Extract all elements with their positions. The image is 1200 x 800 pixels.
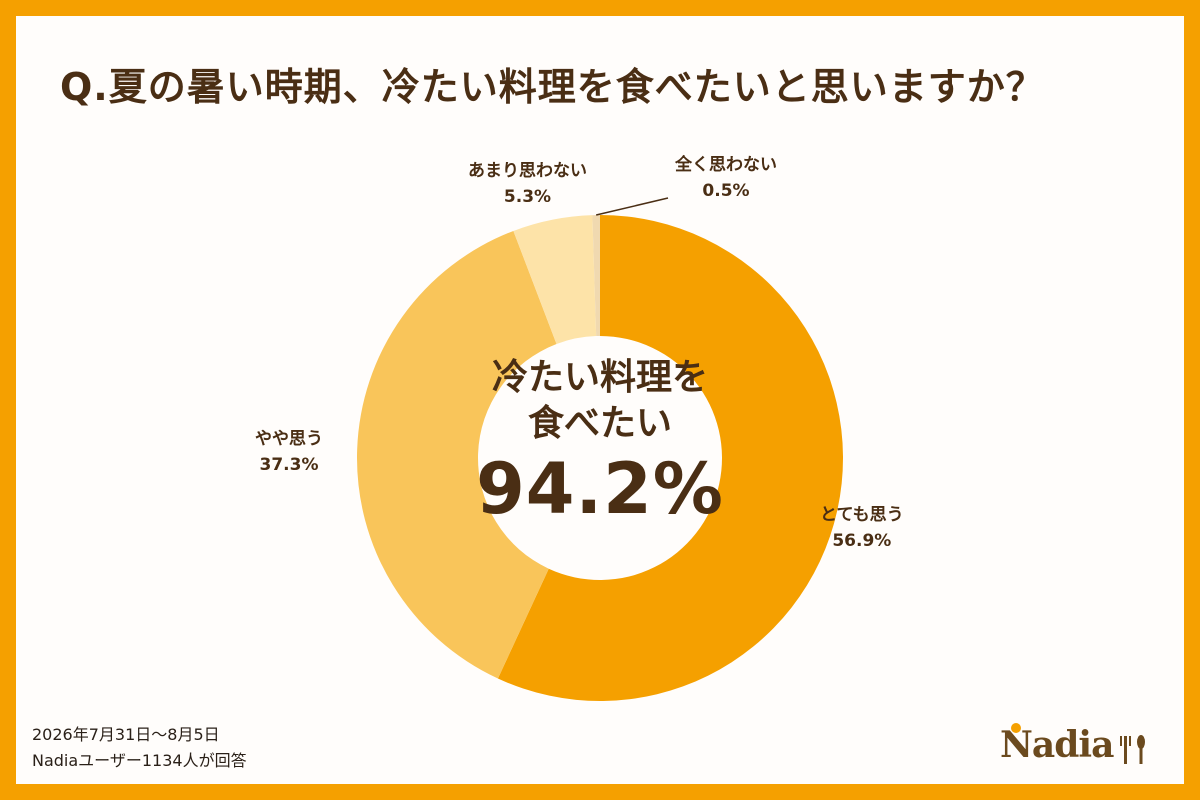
slice-label-somewhat: やや思う 37.3% <box>255 426 323 478</box>
logo-flower-icon <box>1011 723 1021 733</box>
slice-value: 56.9% <box>832 531 892 551</box>
slice-category: とても思う <box>820 505 904 525</box>
survey-respondents: Nadiaユーザー1134人が回答 <box>32 751 247 770</box>
center-line-1: 冷たい料理を <box>491 357 708 398</box>
nadia-logo: Nadia <box>1000 722 1150 772</box>
slice-category: 全く思わない <box>675 155 777 175</box>
slice-somewhat <box>357 230 557 679</box>
slice-very-much <box>497 215 843 701</box>
logo-utensils-icon <box>1011 723 1145 764</box>
slice-label-not-much: あまり思わない 5.3% <box>468 158 587 210</box>
slice-category: あまり思わない <box>468 161 587 181</box>
leader-line <box>596 197 669 216</box>
survey-footer: 2026年7月31日〜8月5日 Nadiaユーザー1134人が回答 <box>32 722 247 774</box>
center-summary: 冷たい料理を 食べたい 94.2% <box>440 355 760 531</box>
slice-not-at-all <box>592 215 600 337</box>
slice-value: 37.3% <box>259 455 319 475</box>
center-percentage: 94.2% <box>476 448 724 530</box>
center-line-2: 食べたい <box>527 403 672 444</box>
slice-value: 5.3% <box>503 187 552 207</box>
slice-category: やや思う <box>255 429 323 449</box>
chart-title: Q.夏の暑い時期、冷たい料理を食べたいと思いますか？ <box>60 65 1045 109</box>
slice-not-much <box>513 215 597 345</box>
slice-label-very-much: とても思う 56.9% <box>820 502 904 554</box>
slice-label-not-at-all: 全く思わない 0.5% <box>675 152 777 204</box>
slice-value: 0.5% <box>702 181 750 201</box>
survey-date: 2026年7月31日〜8月5日 <box>32 725 220 744</box>
